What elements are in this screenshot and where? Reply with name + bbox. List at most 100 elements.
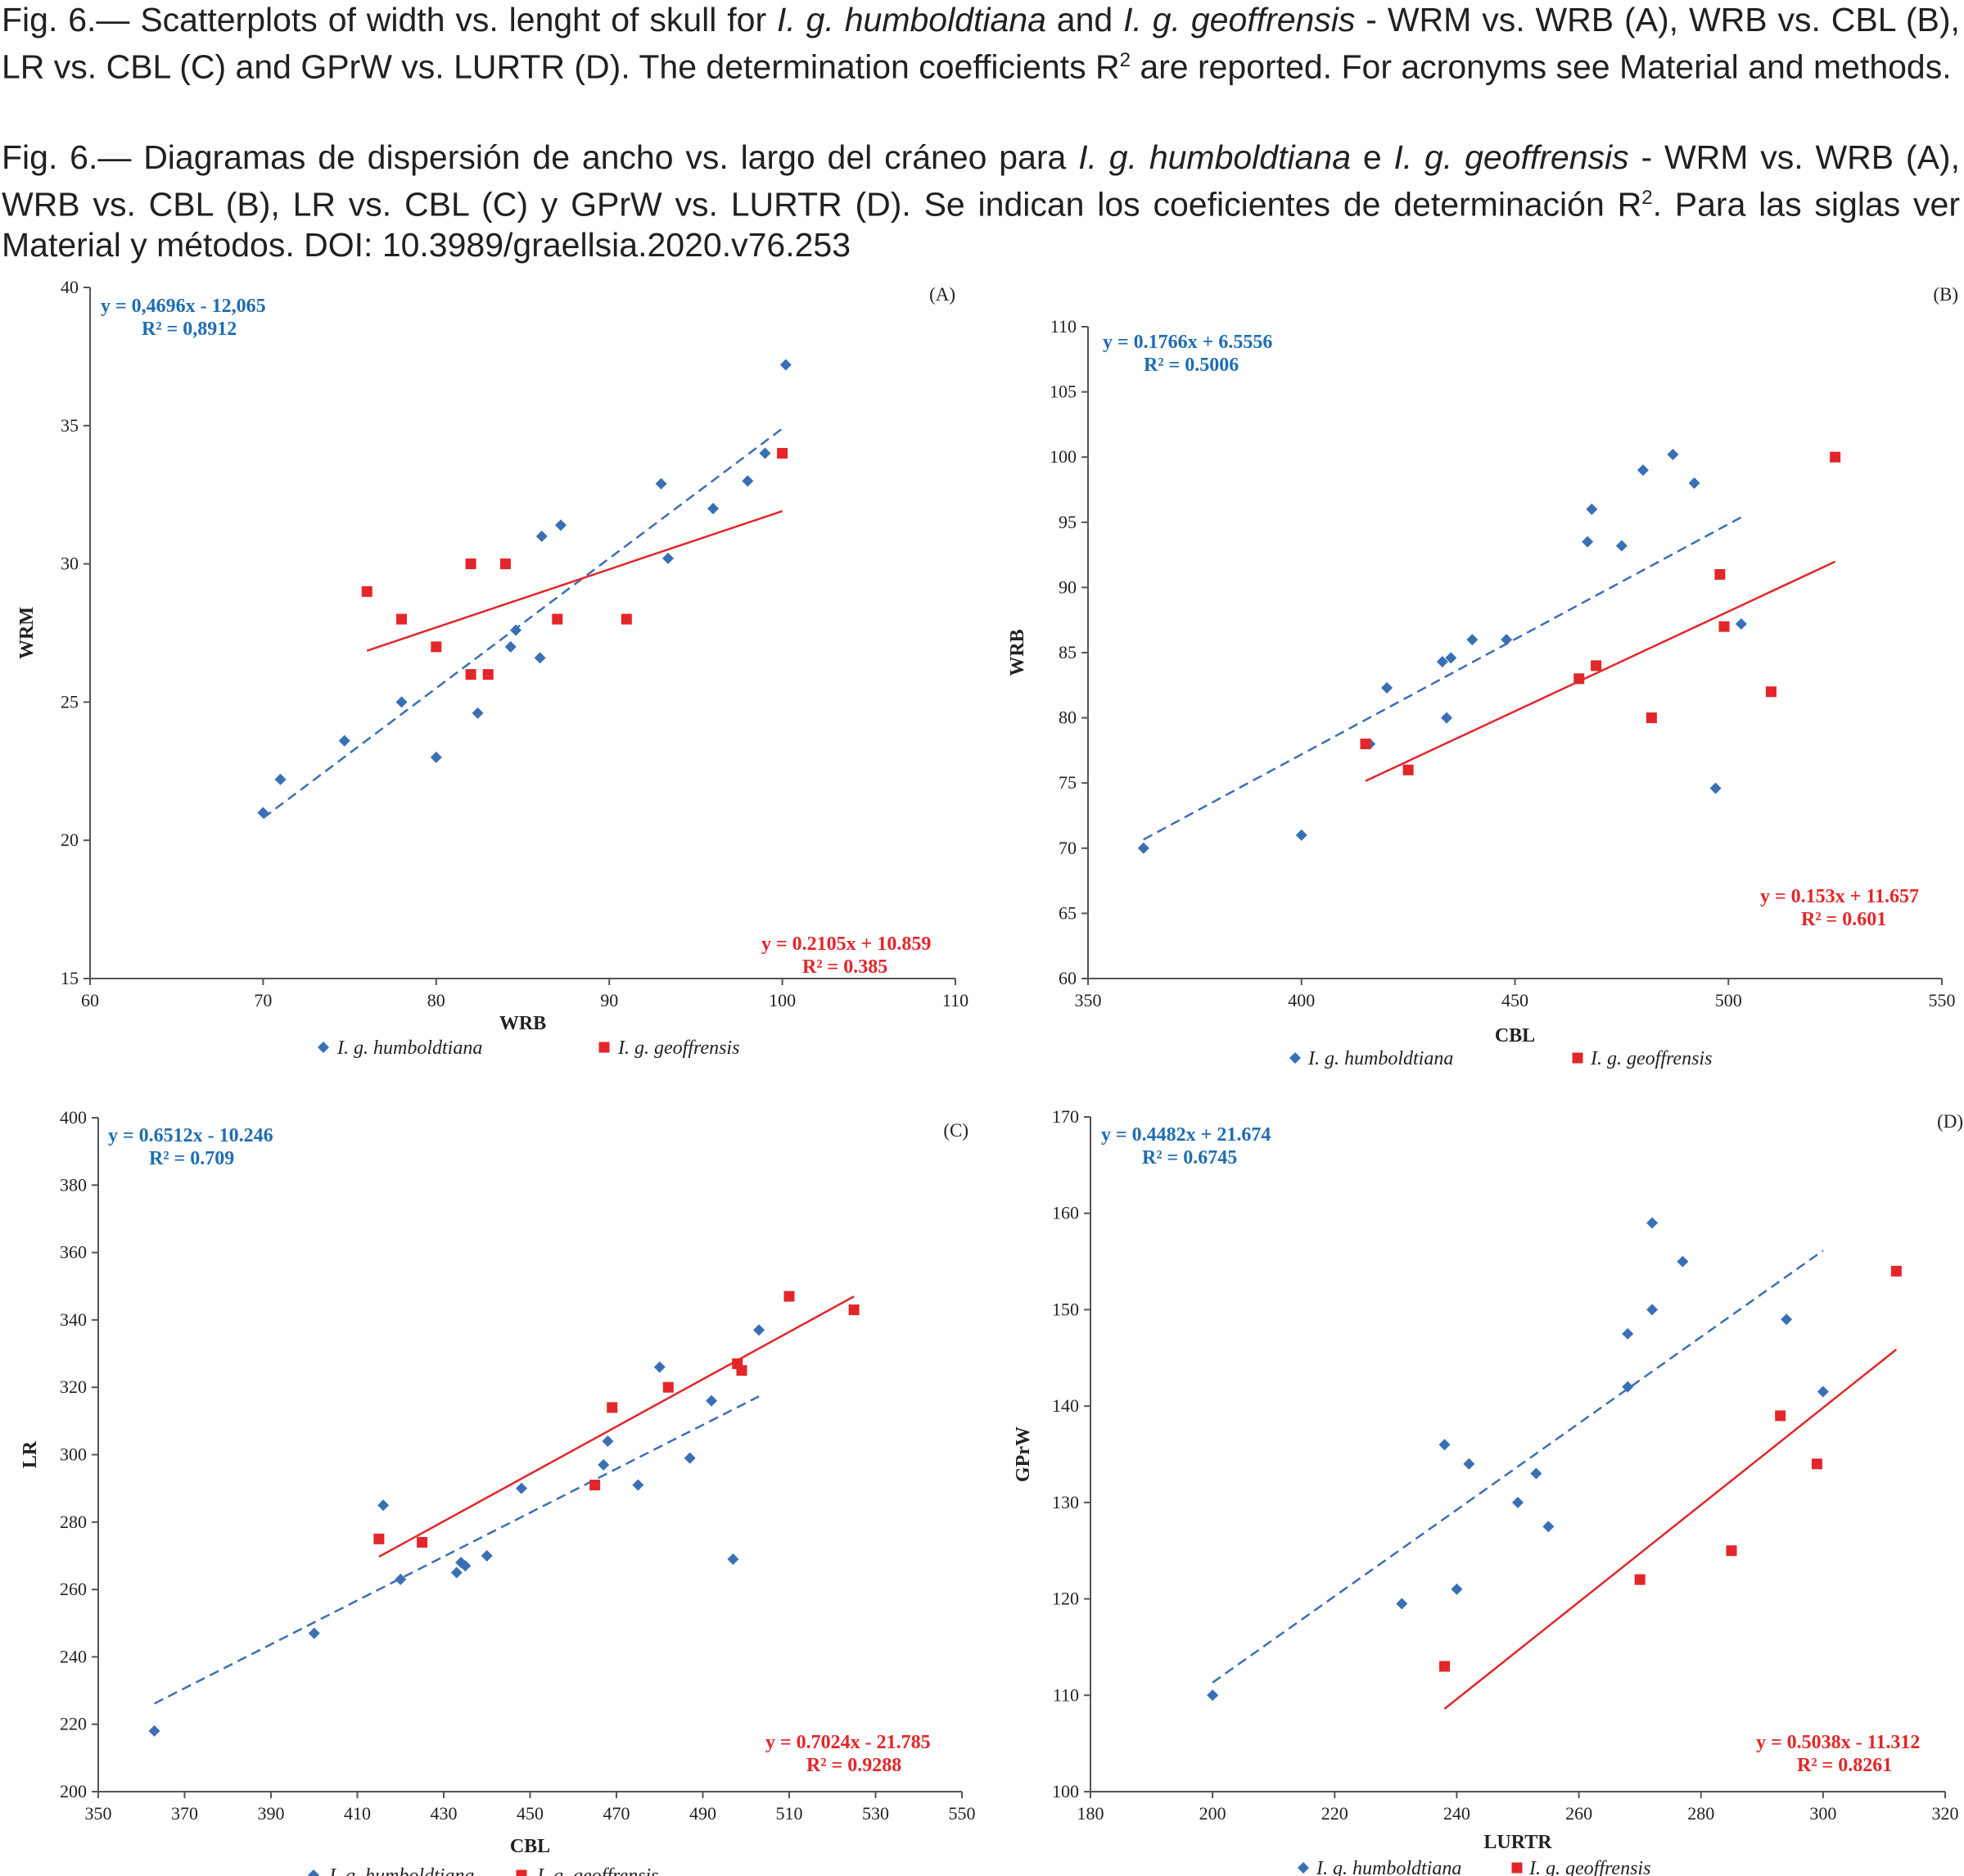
y-tick-label: 260 xyxy=(60,1579,87,1599)
trendline-humboldtiana xyxy=(154,1395,760,1705)
trendline-humboldtiana xyxy=(1212,1250,1824,1684)
data-point-humboldtiana xyxy=(1646,1304,1659,1316)
r2-humboldtiana: R² = 0.6745 xyxy=(1142,1147,1237,1169)
equation-humboldtiana: y = 0.4482x + 21.674 xyxy=(1101,1124,1271,1146)
data-point-humboldtiana xyxy=(430,751,442,763)
data-point-humboldtiana xyxy=(535,530,548,542)
data-point-geoffrensis xyxy=(361,585,372,597)
data-point-humboldtiana xyxy=(510,624,522,636)
equation-geoffrensis: y = 0.5038x - 11.312 xyxy=(1756,1732,1920,1753)
x-tick-label: 110 xyxy=(942,990,968,1010)
y-axis-label: LR xyxy=(20,1440,41,1468)
data-point-geoffrensis xyxy=(431,641,442,653)
data-point-geoffrensis xyxy=(465,669,476,680)
data-point-humboldtiana xyxy=(598,1458,610,1471)
data-point-humboldtiana xyxy=(377,1499,390,1512)
caption-text: are reported. For acronyms see Material … xyxy=(1130,47,1952,86)
caption-species-humboldtiana: I. g. humboldtiana xyxy=(1078,138,1351,176)
data-point-humboldtiana xyxy=(602,1435,614,1448)
data-point-humboldtiana xyxy=(759,447,771,459)
legend-marker-geoffrensis xyxy=(1572,1052,1583,1064)
data-point-humboldtiana xyxy=(1622,1381,1634,1393)
x-tick-label: 350 xyxy=(85,1803,112,1824)
data-point-humboldtiana xyxy=(655,477,667,490)
data-point-geoffrensis xyxy=(1726,1545,1737,1557)
data-point-humboldtiana xyxy=(1466,634,1479,646)
caption-text: . Para las siglas ver Material y métodos… xyxy=(2,185,1960,264)
x-tick-label: 220 xyxy=(1321,1803,1348,1824)
x-tick-label: 200 xyxy=(1199,1803,1226,1824)
legend-label-geoffrensis: I. g. geoffrensis xyxy=(617,1037,739,1059)
data-point-humboldtiana xyxy=(1781,1313,1793,1326)
legend-marker-geoffrensis xyxy=(516,1869,527,1876)
x-axis-label: WRB xyxy=(499,1013,546,1034)
caption-superscript: 2 xyxy=(1119,49,1131,71)
panel-label: (C) xyxy=(943,1120,968,1141)
data-point-geoffrensis xyxy=(607,1402,618,1413)
data-point-humboldtiana xyxy=(1530,1467,1542,1480)
x-tick-label: 400 xyxy=(1288,990,1315,1010)
data-point-geoffrensis xyxy=(1634,1574,1646,1585)
data-point-humboldtiana xyxy=(706,1395,718,1407)
data-point-humboldtiana xyxy=(653,1361,666,1373)
x-tick-label: 450 xyxy=(517,1803,544,1824)
data-point-humboldtiana xyxy=(555,519,567,531)
caption-text: - WRM vs. WRB (A), WRB vs. CBL (B), LR v… xyxy=(2,138,1960,224)
y-tick-label: 380 xyxy=(60,1174,87,1195)
data-point-humboldtiana xyxy=(1207,1689,1219,1702)
data-point-humboldtiana xyxy=(1501,634,1513,646)
y-tick-label: 300 xyxy=(60,1444,87,1465)
data-point-geoffrensis xyxy=(1360,738,1371,749)
data-point-geoffrensis xyxy=(373,1533,385,1544)
data-point-geoffrensis xyxy=(1714,568,1726,580)
data-point-humboldtiana xyxy=(1646,1217,1659,1229)
chart-panel-d: 100 110 120 130 140 150 160 170 180 200 220 240 260 2… xyxy=(1013,1106,1963,1876)
x-tick-label: 430 xyxy=(431,1803,458,1824)
trendline-geoffrensis xyxy=(378,1295,855,1558)
y-tick-label: 130 xyxy=(1052,1492,1079,1512)
y-tick-label: 160 xyxy=(1052,1203,1079,1223)
legend-label-humboldtiana: I. g. humboldtiana xyxy=(328,1865,474,1876)
trendline-humboldtiana xyxy=(262,425,787,819)
data-point-humboldtiana xyxy=(753,1324,765,1336)
chart-panel-a: 15 20 25 30 35 40 60 70 80 90 100 110 WRB WRM (A) y = 0… xyxy=(16,277,968,1059)
caption-text: - WRM vs. WRB (A), WRB vs. CBL (B), LR v… xyxy=(2,1,1960,86)
data-point-humboldtiana xyxy=(481,1549,493,1562)
data-point-humboldtiana xyxy=(1463,1458,1475,1470)
data-point-geoffrensis xyxy=(1591,660,1602,671)
data-point-geoffrensis xyxy=(1718,621,1730,632)
legend-marker-humboldtiana xyxy=(1289,1052,1301,1064)
r2-geoffrensis: R² = 0.9288 xyxy=(806,1755,901,1776)
equation-humboldtiana: y = 0,4696x - 12,065 xyxy=(101,296,266,317)
y-tick-label: 120 xyxy=(1052,1589,1079,1609)
data-point-humboldtiana xyxy=(632,1479,644,1491)
data-point-geoffrensis xyxy=(1775,1410,1786,1422)
data-point-geoffrensis xyxy=(1765,686,1777,698)
caption-text: and xyxy=(1045,1,1124,38)
data-point-humboldtiana xyxy=(779,359,792,371)
data-point-humboldtiana xyxy=(148,1725,160,1737)
data-point-geoffrensis xyxy=(777,448,788,459)
y-axis-label: WRM xyxy=(16,607,38,659)
y-tick-label: 90 xyxy=(1059,576,1077,597)
x-tick-label: 350 xyxy=(1075,990,1102,1010)
legend-marker-humboldtiana xyxy=(318,1042,329,1053)
legend-marker-geoffrensis xyxy=(598,1042,610,1053)
data-point-geoffrensis xyxy=(1402,764,1414,775)
x-tick-label: 550 xyxy=(949,1803,976,1824)
data-point-geoffrensis xyxy=(499,558,511,570)
x-tick-label: 180 xyxy=(1077,1803,1104,1824)
data-point-humboldtiana xyxy=(1709,782,1722,794)
x-axis-label: CBL xyxy=(1495,1025,1535,1046)
data-point-humboldtiana xyxy=(1735,617,1747,630)
y-tick-label: 85 xyxy=(1059,642,1077,662)
data-point-humboldtiana xyxy=(1582,536,1594,548)
data-point-humboldtiana xyxy=(515,1482,527,1494)
data-point-humboldtiana xyxy=(1817,1386,1829,1398)
data-point-geoffrensis xyxy=(552,613,563,625)
data-point-geoffrensis xyxy=(1890,1265,1902,1277)
data-point-humboldtiana xyxy=(1586,503,1598,515)
caption-superscript: 2 xyxy=(1641,187,1653,209)
data-point-humboldtiana xyxy=(1381,681,1393,694)
